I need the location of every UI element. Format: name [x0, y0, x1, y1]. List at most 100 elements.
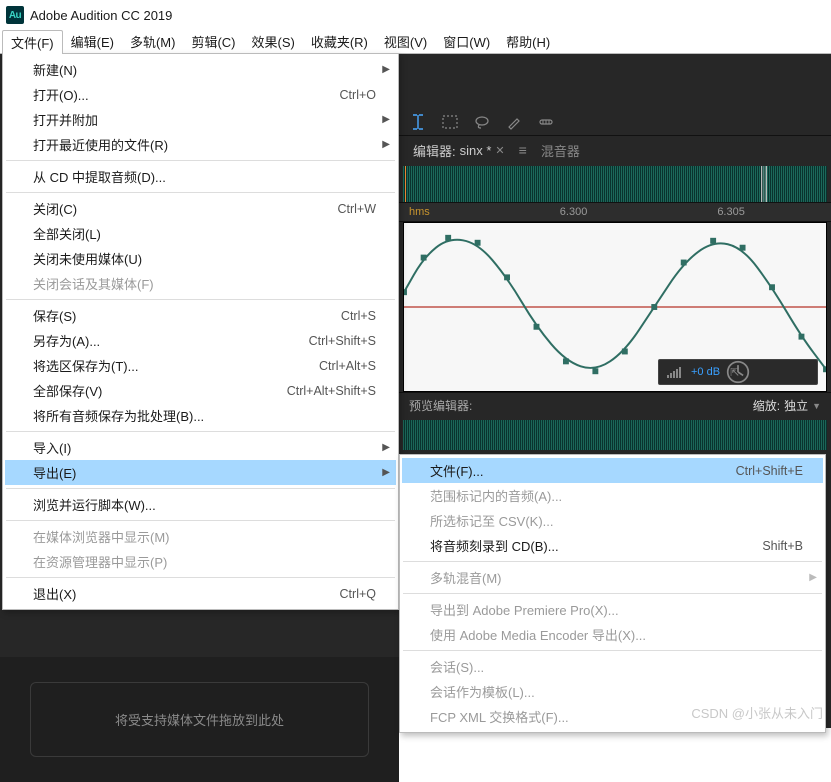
menu-多轨[interactable]: 多轨(M) [122, 30, 184, 53]
heal-tool-icon[interactable] [537, 113, 555, 131]
tab-menu-icon[interactable]: ≡ [515, 142, 531, 158]
menuitem[interactable]: 将音频刻录到 CD(B)...Shift+B [402, 533, 823, 558]
menuitem[interactable]: 文件(F)... Ctrl+Shift+E [402, 458, 823, 483]
time-ruler[interactable]: hms 6.300 6.305 [399, 202, 831, 222]
tab-editor-prefix: 编辑器: [413, 141, 456, 160]
menuitem[interactable]: 关闭(C)Ctrl+W [5, 196, 396, 221]
menuitem[interactable]: 另存为(A)...Ctrl+Shift+S [5, 328, 396, 353]
menuitem: 在资源管理器中显示(P) [5, 549, 396, 574]
menuitem[interactable]: 打开最近使用的文件(R) ▶ [5, 132, 396, 157]
menu-收藏夹[interactable]: 收藏夹(R) [303, 30, 376, 53]
tab-editor[interactable]: 编辑器: sinx * ✕ [407, 139, 511, 162]
lasso-tool-icon[interactable] [473, 113, 491, 131]
brush-tool-icon[interactable] [505, 113, 523, 131]
separator [403, 650, 822, 651]
menuitem-shortcut: Ctrl+O [340, 88, 376, 102]
menuitem[interactable]: 从 CD 中提取音频(D)... [5, 164, 396, 189]
waveform-preview[interactable] [403, 420, 827, 450]
volume-hud[interactable]: +0 dB ⇱ [658, 359, 818, 385]
clock-icon [659, 360, 817, 384]
menuitem[interactable]: 新建(N)▶ [5, 57, 396, 82]
menu-编辑[interactable]: 编辑(E) [63, 30, 122, 53]
editor-toolbar [399, 108, 831, 136]
chevron-right-icon: ▶ [382, 139, 390, 150]
menuitem[interactable]: 将所有音频保存为批处理(B)... [5, 403, 396, 428]
menuitem-label: 保存(S) [33, 306, 76, 325]
menuitem: 关闭会话及其媒体(F) [5, 271, 396, 296]
menuitem[interactable]: 打开(O)...Ctrl+O [5, 82, 396, 107]
playhead-marker[interactable] [405, 166, 406, 202]
menuitem-label: 会话(S)... [430, 657, 484, 676]
menuitem[interactable]: 退出(X)Ctrl+Q [5, 581, 396, 606]
app-icon: Au [6, 6, 24, 24]
menuitem[interactable]: 导入(I) ▶ [5, 435, 396, 460]
chevron-right-icon: ▶ [382, 467, 390, 478]
menuitem: 导出到 Adobe Premiere Pro(X)... [402, 597, 823, 622]
separator [6, 299, 395, 300]
menuitem[interactable]: 保存(S) Ctrl+S [5, 303, 396, 328]
tab-mixer[interactable]: 混音器 [535, 139, 586, 162]
menuitem-label: 将所有音频保存为批处理(B)... [33, 406, 204, 425]
menuitem[interactable]: 打开并附加▶ [5, 107, 396, 132]
menu-窗口[interactable]: 窗口(W) [435, 30, 498, 53]
menuitem-shortcut: Ctrl+Shift+E [736, 464, 803, 478]
menu-剪辑[interactable]: 剪辑(C) [183, 30, 243, 53]
preview-label: 预览编辑器: [409, 397, 472, 414]
menuitem-label: FCP XML 交换格式(F)... [430, 707, 569, 726]
menuitem-shortcut: Ctrl+Alt+S [319, 359, 376, 373]
menuitem[interactable]: 关闭未使用媒体(U) [5, 246, 396, 271]
chevron-down-icon[interactable]: ▼ [812, 401, 821, 411]
menuitem[interactable]: 浏览并运行脚本(W)... [5, 492, 396, 517]
menuitem-label: 在资源管理器中显示(P) [33, 552, 167, 571]
menuitem-label: 浏览并运行脚本(W)... [33, 495, 156, 514]
marquee-tool-icon[interactable] [441, 113, 459, 131]
menuitem: 所选标记至 CSV(K)... [402, 508, 823, 533]
menuitem-label: 打开最近使用的文件(R) [33, 135, 168, 154]
menuitem-label: 使用 Adobe Media Encoder 导出(X)... [430, 625, 646, 644]
dropzone-text: 将受支持媒体文件拖放到此处 [115, 710, 284, 729]
menuitem-shortcut: Ctrl+S [341, 309, 376, 323]
menuitem: 会话作为模板(L)... [402, 679, 823, 704]
menuitem-label: 将选区保存为(T)... [33, 356, 138, 375]
menuitem-label: 全部关闭(L) [33, 224, 101, 243]
menuitem-shortcut: Ctrl+Shift+S [309, 334, 376, 348]
menu-文件[interactable]: 文件(F) [2, 30, 63, 53]
zoom-value[interactable]: 独立 [784, 397, 808, 414]
media-dropzone[interactable]: 将受支持媒体文件拖放到此处 [30, 682, 369, 757]
time-tick-2: 6.305 [717, 206, 745, 218]
menuitem-label: 导入(I) [33, 438, 71, 457]
menuitem-label: 会话作为模板(L)... [430, 682, 535, 701]
menuitem: 在媒体浏览器中显示(M) [5, 524, 396, 549]
menuitem: 使用 Adobe Media Encoder 导出(X)... [402, 622, 823, 647]
menuitem-shortcut: Ctrl+Alt+Shift+S [287, 384, 376, 398]
waveform-overview[interactable] [403, 166, 827, 202]
menuitem-label: 文件(F)... [430, 461, 483, 480]
menuitem-label: 全部保存(V) [33, 381, 102, 400]
media-panel: 将受支持媒体文件拖放到此处 [0, 657, 399, 782]
tab-mixer-label: 混音器 [541, 141, 580, 160]
separator [403, 593, 822, 594]
overview-handle[interactable] [761, 166, 767, 202]
zoom-label: 缩放: [753, 397, 780, 414]
editor-panel: 编辑器: sinx * ✕ ≡ 混音器 hms 6.300 6.305 + [399, 108, 831, 508]
chevron-right-icon: ▶ [382, 114, 390, 125]
close-icon[interactable]: ✕ [495, 144, 504, 157]
menu-效果[interactable]: 效果(S) [244, 30, 303, 53]
editor-tabs: 编辑器: sinx * ✕ ≡ 混音器 [399, 136, 831, 164]
chevron-right-icon: ▶ [382, 442, 390, 453]
menuitem[interactable]: 全部保存(V) Ctrl+Alt+Shift+S [5, 378, 396, 403]
menu-帮助[interactable]: 帮助(H) [498, 30, 558, 53]
menuitem[interactable]: 全部关闭(L) [5, 221, 396, 246]
menuitem[interactable]: 导出(E)▶ [5, 460, 396, 485]
menuitem-label: 关闭会话及其媒体(F) [33, 274, 154, 293]
menuitem: 多轨混音(M)▶ [402, 565, 823, 590]
menuitem: 范围标记内的音频(A)... [402, 483, 823, 508]
separator [403, 561, 822, 562]
chevron-right-icon: ▶ [809, 572, 817, 583]
menu-视图[interactable]: 视图(V) [376, 30, 435, 53]
separator [6, 520, 395, 521]
menuitem[interactable]: 将选区保存为(T)... Ctrl+Alt+S [5, 353, 396, 378]
menubar[interactable]: 文件(F)编辑(E)多轨(M)剪辑(C)效果(S)收藏夹(R)视图(V)窗口(W… [0, 30, 831, 54]
waveform-main[interactable]: +0 dB ⇱ [403, 222, 827, 392]
ibeam-tool-icon[interactable] [409, 113, 427, 131]
